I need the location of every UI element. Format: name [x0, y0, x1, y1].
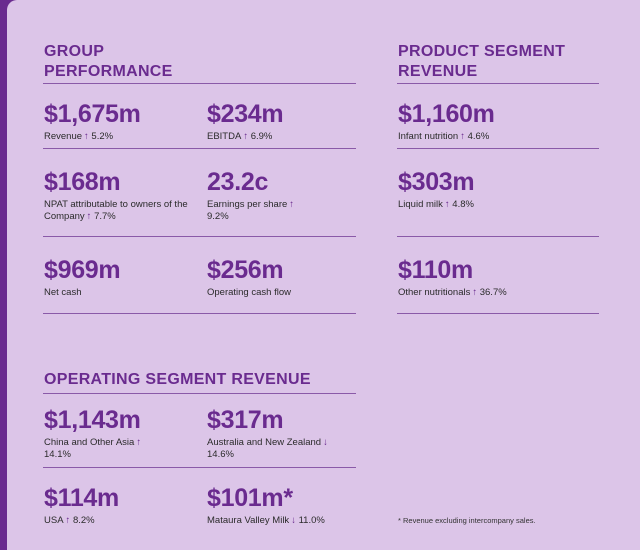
stat-value: $969m — [44, 256, 121, 284]
divider — [397, 313, 599, 314]
stat-china-other-asia: $1,143m China and Other Asia ↑ 14.1% — [44, 406, 154, 461]
stat-ebitda: $234m EBITDA ↑ 6.9% — [207, 100, 284, 143]
stat-value: $317m — [207, 406, 284, 434]
divider — [43, 313, 356, 314]
group-performance-heading: GROUP PERFORMANCE — [44, 43, 173, 80]
footnote: * Revenue excluding intercompany sales. — [398, 516, 536, 525]
arrow-up-icon: ↑ — [444, 199, 450, 210]
stat-value: $256m — [207, 256, 284, 284]
stat-label: Mataura Valley Milk ↓ 11.0% — [207, 515, 325, 526]
stat-value: $114m — [44, 484, 119, 512]
arrow-up-icon: ↑ — [65, 515, 71, 526]
stat-npat: $168m NPAT attributable to owners of the… — [44, 168, 194, 223]
stat-mataura-valley-milk: $101m* Mataura Valley Milk ↓ 11.0% — [207, 484, 325, 527]
stat-usa: $114m USA ↑ 8.2% — [44, 484, 119, 527]
divider — [43, 236, 356, 237]
stat-value: $1,675m — [44, 100, 141, 128]
stat-value: $1,143m — [44, 406, 141, 434]
stat-value: 23.2c — [207, 168, 269, 196]
stat-liquid-milk: $303m Liquid milk ↑ 4.8% — [398, 168, 475, 211]
stat-label: Revenue ↑ 5.2% — [44, 131, 114, 142]
divider — [43, 393, 356, 394]
arrow-up-icon: ↑ — [460, 131, 465, 142]
arrow-down-icon: ↓ — [291, 515, 296, 526]
divider — [397, 236, 599, 237]
stat-label: Operating cash flow — [207, 287, 291, 298]
stat-label: NPAT attributable to owners of the Compa… — [44, 199, 188, 222]
report-panel — [7, 0, 640, 550]
product-segment-heading: PRODUCT SEGMENT REVENUE — [398, 43, 566, 80]
divider — [43, 83, 356, 84]
stat-other-nutritionals: $110m Other nutritionals ↑ 36.7% — [398, 256, 507, 299]
arrow-up-icon: ↑ — [243, 131, 249, 142]
stat-eps: 23.2c Earnings per share ↑ 9.2% — [207, 168, 317, 223]
stat-value: $110m — [398, 256, 473, 284]
divider — [43, 148, 356, 149]
stat-label: China and Other Asia ↑ 14.1% — [44, 437, 142, 460]
arrow-up-icon: ↑ — [84, 131, 89, 142]
operating-segment-heading: OPERATING SEGMENT REVENUE — [44, 371, 311, 388]
stat-label: Australia and New Zealand ↓ 14.6% — [207, 437, 328, 460]
stat-value: $303m — [398, 168, 475, 196]
arrow-up-icon: ↑ — [472, 287, 478, 298]
stat-label: EBITDA ↑ 6.9% — [207, 131, 273, 142]
stat-label: USA ↑ 8.2% — [44, 515, 95, 526]
stat-revenue: $1,675m Revenue ↑ 5.2% — [44, 100, 141, 143]
stat-value: $101m* — [207, 484, 293, 512]
stat-value: $234m — [207, 100, 284, 128]
stat-label: Net cash — [44, 287, 82, 298]
stat-label: Infant nutrition ↑ 4.6% — [398, 131, 490, 142]
divider — [43, 467, 356, 468]
arrow-up-icon: ↑ — [136, 437, 142, 448]
arrow-down-icon: ↓ — [323, 437, 328, 448]
stat-label: Other nutritionals ↑ 36.7% — [398, 287, 507, 298]
arrow-up-icon: ↑ — [289, 199, 295, 210]
stat-net-cash: $969m Net cash — [44, 256, 121, 299]
divider — [397, 148, 599, 149]
stat-australia-new-zealand: $317m Australia and New Zealand ↓ 14.6% — [207, 406, 332, 461]
stat-label: Earnings per share ↑ 9.2% — [207, 199, 295, 222]
stat-value: $1,160m — [398, 100, 495, 128]
stat-operating-cash-flow: $256m Operating cash flow — [207, 256, 291, 299]
stat-value: $168m — [44, 168, 121, 196]
stat-infant-nutrition: $1,160m Infant nutrition ↑ 4.6% — [398, 100, 495, 143]
arrow-up-icon: ↑ — [86, 211, 92, 222]
stat-label: Liquid milk ↑ 4.8% — [398, 199, 474, 210]
divider — [397, 83, 599, 84]
